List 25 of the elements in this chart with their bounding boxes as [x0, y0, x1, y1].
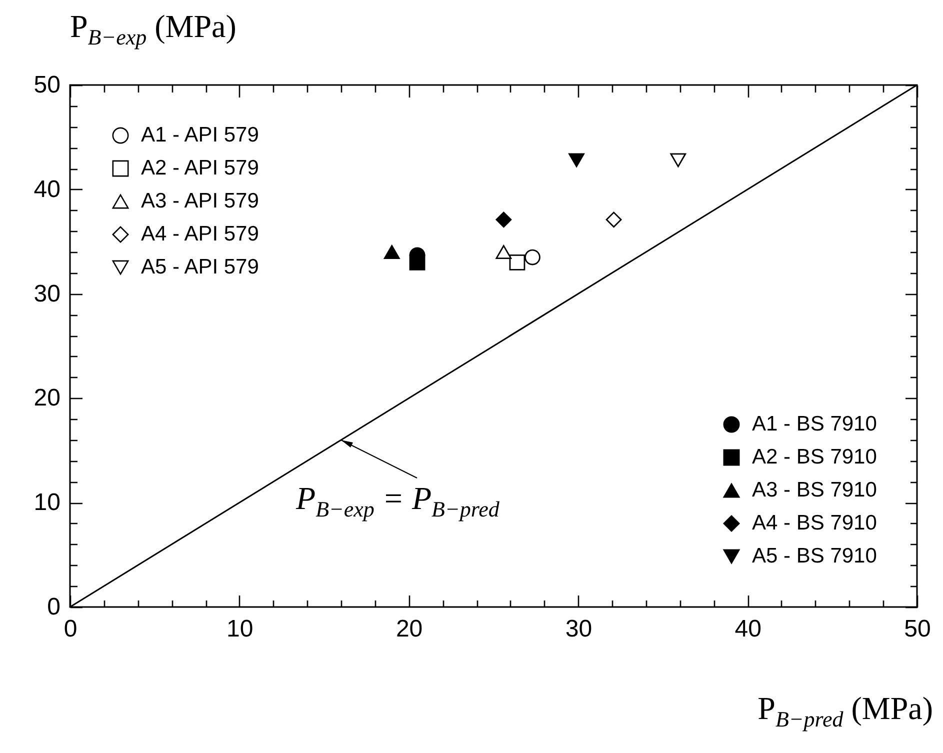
x-tick-label: 50	[904, 616, 931, 642]
y-tick-label: 50	[34, 72, 60, 98]
legend-label: A4 - API 579	[141, 222, 259, 246]
legend-label: A3 - API 579	[141, 190, 259, 212]
legend-label: A4 - BS 7910	[752, 512, 877, 534]
x-axis-title: P$_{B−pred}$ (MPa)	[758, 690, 933, 732]
legend-label: A5 - BS 7910	[752, 544, 877, 568]
y-tick-label: 20	[34, 384, 60, 412]
y-tick-label: 0	[47, 594, 60, 620]
y-tick-label: 10	[34, 489, 60, 516]
y-axis-title: P$_{B−exp}$ (MPa)	[70, 8, 236, 50]
legend-label: A5 - API 579	[141, 256, 259, 278]
y-tick-label: 30	[34, 280, 60, 308]
x-tick-label: 20	[396, 616, 423, 642]
legend-label: A3 - BS 7910	[752, 478, 877, 502]
x-tick-label: 40	[734, 616, 762, 642]
legend-label: A2 - BS 7910	[752, 446, 877, 468]
x-tick-label: 0	[64, 616, 78, 642]
y-tick-label: 40	[34, 176, 60, 203]
x-tick-label: 10	[226, 616, 254, 642]
legend-label: A1 - API 579	[141, 124, 259, 146]
x-tick-label: 30	[565, 616, 592, 642]
legend-label: A1 - BS 7910	[752, 412, 877, 436]
annotation: P$_{B−exp}$ = P$_{B−pred}$	[296, 480, 500, 522]
legend-label: A2 - API 579	[141, 156, 259, 180]
